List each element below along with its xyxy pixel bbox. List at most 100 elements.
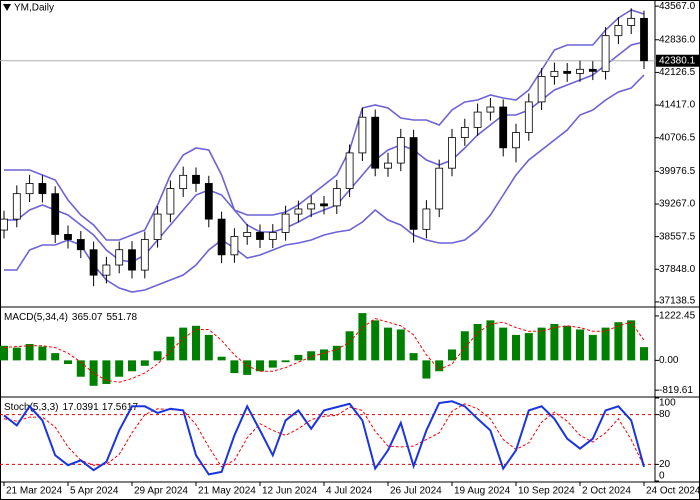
macd-bar xyxy=(268,360,277,368)
macd-bar xyxy=(384,327,392,361)
candle-body xyxy=(614,25,623,37)
candle-body xyxy=(524,101,533,133)
y-tick-label: 80 xyxy=(659,409,671,420)
y-tick-label: 37848.0 xyxy=(659,264,696,275)
x-tick-label: 2 Oct 2024 xyxy=(582,486,631,497)
candle-body xyxy=(179,174,188,189)
candle-body xyxy=(396,137,405,164)
candle-body xyxy=(640,17,648,62)
candle-body xyxy=(576,68,584,74)
macd-bar xyxy=(512,334,520,361)
y-tick-label: 1222.45 xyxy=(659,311,696,322)
macd-bar xyxy=(345,331,354,361)
macd-bar xyxy=(230,360,239,374)
macd-bar xyxy=(332,345,341,361)
candle-body xyxy=(12,193,21,220)
symbol-icon xyxy=(3,4,11,11)
macd-bar xyxy=(422,360,431,379)
y-tick-label: 38557.5 xyxy=(659,231,696,242)
macd-bar xyxy=(627,320,636,361)
macd-bar xyxy=(115,360,124,377)
candle-body xyxy=(601,35,610,72)
candle-body xyxy=(102,264,111,276)
y-tick-label: 41417.0 xyxy=(659,100,696,111)
macd-bar xyxy=(396,329,405,361)
macd-bar xyxy=(499,327,508,361)
macd-bar xyxy=(448,349,456,361)
macd-bar xyxy=(12,347,21,361)
candle-body xyxy=(499,106,508,149)
macd-bar xyxy=(563,325,572,361)
y-tick-label: 42836.0 xyxy=(659,34,696,45)
macd-bar xyxy=(435,360,444,372)
macd-bar xyxy=(524,333,533,361)
candle-body xyxy=(345,152,354,189)
macd-bar xyxy=(576,329,584,361)
x-tick-label: 5 Apr 2024 xyxy=(70,486,119,497)
macd-bar xyxy=(204,334,213,361)
x-tick-label: 29 Apr 2024 xyxy=(134,486,188,497)
macd-legend: MACD(5,34,4) 365.07 551.78 xyxy=(4,312,138,323)
candle-body xyxy=(281,213,290,233)
y-tick-label: 37138.5 xyxy=(659,296,696,307)
candle-body xyxy=(409,137,418,230)
candle-body xyxy=(204,183,213,220)
macd-bar xyxy=(320,349,328,361)
candle-body xyxy=(588,68,597,72)
macd-bar xyxy=(25,344,34,361)
macd-bar xyxy=(640,347,648,361)
candle-body xyxy=(25,183,34,195)
y-tick-label: 42126.5 xyxy=(659,67,696,78)
candle-body xyxy=(256,232,264,240)
candle-body xyxy=(550,70,559,77)
y-tick-label: 43567.0 xyxy=(659,1,696,12)
candle-body xyxy=(358,116,367,154)
macd-bar xyxy=(64,360,72,364)
x-tick-label: 21 Mar 2024 xyxy=(6,486,63,497)
macd-bar xyxy=(166,336,175,361)
macd-bar xyxy=(460,331,469,361)
candle-body xyxy=(473,111,482,128)
x-tick-label: 26 Jul 2024 xyxy=(390,486,442,497)
candle-body xyxy=(435,167,444,210)
candle-body xyxy=(166,188,175,215)
candle-body xyxy=(486,106,495,113)
candle-body xyxy=(384,162,392,169)
macd-bar xyxy=(76,360,85,377)
candle-body xyxy=(371,116,380,169)
macd-bar xyxy=(614,322,623,361)
macd-title: MACD(5,34,4) xyxy=(4,312,68,323)
macd-bar xyxy=(256,360,264,372)
macd-bar xyxy=(473,324,482,361)
stoch-main-line xyxy=(3,400,645,476)
last-price-box xyxy=(656,54,700,67)
macd-bar xyxy=(0,345,8,361)
candle-body xyxy=(512,132,520,149)
candle-body xyxy=(422,208,431,230)
candle-body xyxy=(115,249,124,266)
candle-body xyxy=(0,218,8,231)
candle-body xyxy=(448,137,456,169)
macd-bar xyxy=(128,360,136,372)
macd-bar xyxy=(192,325,200,361)
stoch-value: 17.0391 xyxy=(62,402,99,413)
candle-body xyxy=(332,188,341,207)
y-tick-label: 40706.5 xyxy=(659,132,696,143)
candle-body xyxy=(230,236,239,256)
macd-bar xyxy=(409,353,418,361)
stoch-signal-line xyxy=(3,403,645,468)
candle-body xyxy=(51,193,60,235)
y-tick-label: 0.00 xyxy=(659,355,679,366)
last-price-label: 42380.1 xyxy=(659,55,696,66)
candle-body xyxy=(89,249,98,276)
candle-body xyxy=(627,17,636,26)
macd-bar xyxy=(217,356,226,361)
candle-body xyxy=(128,249,136,271)
bollinger-lower xyxy=(4,74,645,293)
macd-bar xyxy=(102,360,111,384)
macd-bar xyxy=(179,327,188,361)
candle-body xyxy=(192,174,200,184)
candle-body xyxy=(140,239,149,271)
macd-bar xyxy=(371,320,380,361)
